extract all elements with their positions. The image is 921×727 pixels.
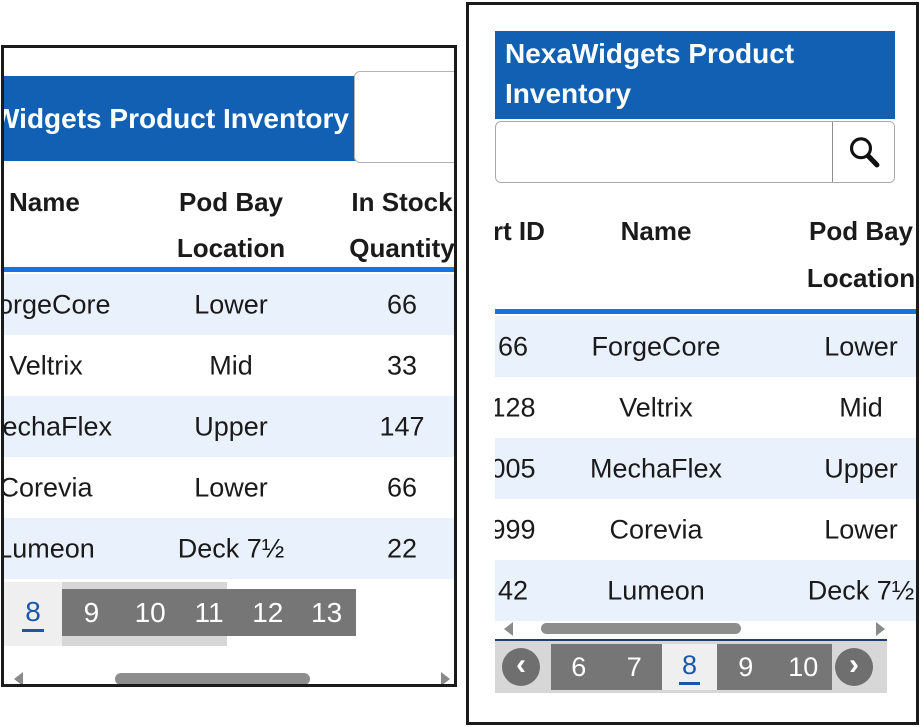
pagination-current-page[interactable]: 8 [662,644,717,690]
search-button[interactable] [832,122,894,182]
table-body: ForgeCore Lower 66 Veltrix Mid 33 MechaF… [1,274,454,579]
cell-pod-bay: Lower [194,472,268,502]
cell-part-id: 999 [495,514,536,544]
cell-pod-bay: Mid [839,392,883,422]
app-title-bar: NexaWidgets Product Inventory [4,76,357,161]
cell-part-id: 42 [497,575,529,605]
table-row[interactable]: Lumeon Deck 7½ 22 [1,518,454,579]
cell-quantity: 66 [386,472,418,502]
cell-part-id: 005 [495,453,536,483]
page-title: NexaWidgets Product Inventory [4,102,349,134]
cell-quantity: 33 [386,350,418,380]
cell-part-id: 128 [495,392,536,422]
cell-name: Corevia [609,514,703,544]
search-input[interactable] [496,122,832,182]
column-header-pod-bay: Pod Bay [178,187,284,217]
cell-part-id: 66 [497,331,529,361]
table-row[interactable]: 999 Corevia Lower [495,499,916,560]
column-header-name: Name [620,216,692,246]
table-header-divider [4,267,454,272]
page-title: NexaWidgets Product Inventory [505,38,795,109]
horizontal-scrollbar-thumb[interactable] [115,673,310,684]
page-number[interactable]: 12 [252,596,284,628]
cell-name: Lumeon [1,533,95,563]
column-header-part-id: Part ID [495,216,545,246]
page-number[interactable]: 9 [83,596,100,628]
column-header-pod-bay-location: Location [176,233,286,263]
page-number[interactable]: 10 [134,596,166,628]
column-header-name: Name [9,187,80,217]
pagination-next-button[interactable]: › [835,648,873,686]
cell-pod-bay: Deck 7½ [177,533,285,563]
column-header-pod-bay-location: Location [806,263,916,293]
search-box [495,121,895,183]
cell-name: Corevia [1,472,93,502]
cell-name: ForgeCore [591,331,721,361]
scroll-right-icon[interactable] [876,622,885,636]
cell-name: Veltrix [619,392,693,422]
horizontal-scrollbar-thumb[interactable] [541,623,741,634]
pagination-page-list: 9 10 [717,644,832,690]
page-number[interactable]: 9 [738,651,754,682]
search-icon [849,137,879,168]
table-row[interactable]: ForgeCore Lower 66 [4,274,454,335]
inventory-app-wide-viewport: NexaWidgets Product Inventory Name Pod B… [1,45,457,687]
column-header-pod-bay: Pod Bay [808,216,914,246]
pagination-page-list: 9 10 11 12 13 [62,589,356,636]
cell-pod-bay: Lower [194,289,268,319]
page-number[interactable]: 11 [194,596,224,628]
cell-pod-bay: Lower [824,514,898,544]
table-header-divider [495,309,916,314]
cell-pod-bay: Mid [209,350,253,380]
table-row[interactable]: 66 ForgeCore Lower [495,316,916,377]
table-row[interactable]: MechaFlex Upper 147 [2,396,454,457]
search-input[interactable] [354,71,454,163]
table-body: 66 ForgeCore Lower 128 Veltrix Mid 005 M… [495,316,916,621]
cell-pod-bay: Lower [824,331,898,361]
chevron-left-icon: ‹ [516,648,526,681]
cell-pod-bay: Upper [194,411,268,441]
table-row[interactable]: Corevia Lower 66 [1,457,454,518]
page-number[interactable]: 6 [571,651,587,682]
table-row[interactable]: Veltrix Mid 33 [4,335,454,396]
chevron-right-icon: › [849,648,859,681]
cell-quantity: 147 [379,411,425,441]
cell-quantity: 22 [386,533,418,563]
pagination-current-page[interactable]: 8 [4,582,62,646]
inventory-app-narrow-viewport: NexaWidgets Product Inventory Part ID Na… [466,2,919,725]
page-number-active[interactable]: 8 [678,650,701,685]
page-number-active[interactable]: 8 [22,596,44,632]
table-row[interactable]: 42 Lumeon Deck 7½ [495,560,916,621]
page-number[interactable]: 7 [626,651,642,682]
column-header-quantity: Quantity [349,233,455,263]
pagination-prev-button[interactable]: ‹ [502,648,540,686]
cell-pod-bay: Upper [824,453,898,483]
cell-pod-bay: Deck 7½ [807,575,915,605]
cell-name: Veltrix [9,350,83,380]
table-row[interactable]: 005 MechaFlex Upper [495,438,916,499]
cell-name: MechaFlex [2,411,113,441]
page-number[interactable]: 10 [788,651,819,682]
table-row[interactable]: 128 Veltrix Mid [495,377,916,438]
pagination-bar: ‹ 6 7 8 9 10 › [495,639,887,693]
column-header-in-stock: In Stock [351,187,453,217]
page-number[interactable]: 13 [311,596,343,628]
app-title-bar: NexaWidgets Product Inventory [495,31,895,119]
scroll-right-icon[interactable] [441,672,450,684]
cell-quantity: 66 [386,289,418,319]
scroll-left-icon[interactable] [14,672,23,684]
cell-name: ForgeCore [4,289,111,319]
cell-name: Lumeon [607,575,705,605]
scroll-left-icon[interactable] [504,622,513,636]
table-scroll-viewport: Part ID Name Pod Bay Location 66 ForgeCo… [495,201,916,621]
cell-name: MechaFlex [589,453,723,483]
pagination-page-list: 6 7 [551,644,662,690]
